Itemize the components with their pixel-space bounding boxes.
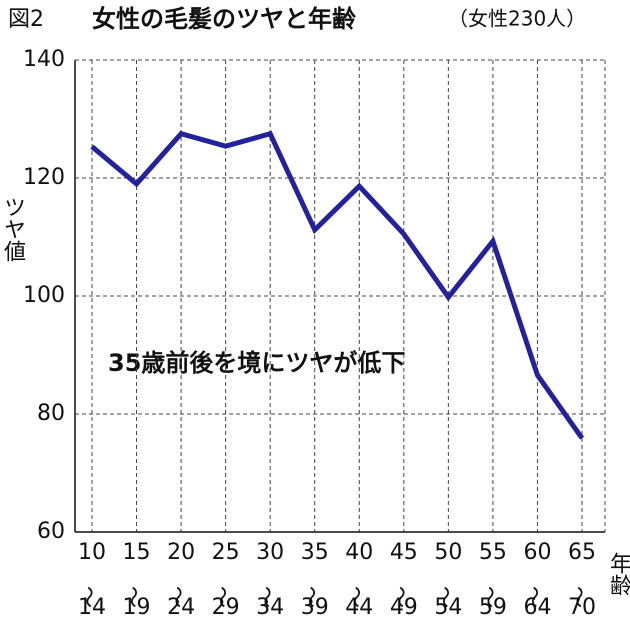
- y-tick-label: 100: [23, 283, 65, 308]
- annotation: 35歳前後を境にツヤが低下: [108, 349, 405, 377]
- x-tick-label: 50 〜54: [431, 540, 462, 620]
- x-tick-label: 35 〜39: [298, 540, 329, 620]
- chart-title: 女性の毛髪のツヤと年齢: [92, 5, 357, 33]
- x-tick-label: 15 〜19: [120, 540, 151, 620]
- x-tick-label: 65 〜70: [565, 540, 596, 620]
- x-tick-label: 60 〜64: [520, 540, 551, 620]
- figure-label: 図2: [8, 7, 44, 32]
- y-tick-label: 140: [23, 47, 65, 72]
- x-tick-label: 45 〜49: [387, 540, 418, 620]
- line-series: [90, 130, 585, 440]
- x-tick-label: 10 〜14: [75, 540, 106, 620]
- x-tick-label: 25 〜29: [209, 540, 240, 620]
- y-tick-label: 60: [37, 519, 65, 544]
- x-tick-label: 30 〜34: [253, 540, 284, 620]
- y-axis-label: ツヤ値: [0, 196, 26, 262]
- x-tick-label: 20 〜24: [164, 540, 195, 620]
- x-tick-label: 55 〜59: [476, 540, 507, 620]
- chart-subtitle: （女性230人）: [448, 7, 586, 31]
- x-tick-label: 40 〜44: [342, 540, 373, 620]
- y-tick-label: 120: [23, 165, 65, 190]
- x-axis-label: 年齢: [606, 552, 630, 596]
- y-tick-label: 80: [37, 401, 65, 426]
